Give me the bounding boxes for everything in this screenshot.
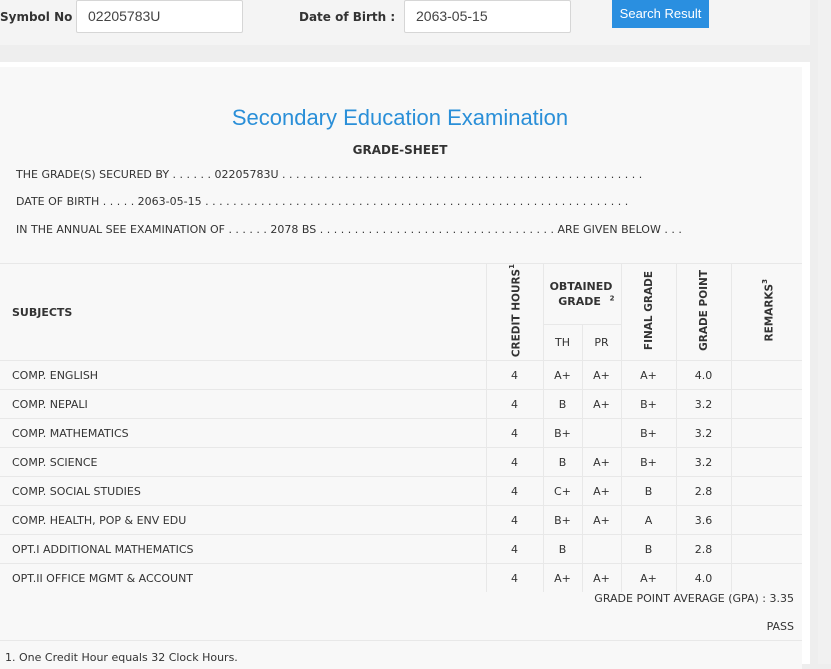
subject-cell: COMP. NEPALI [0,389,486,419]
table-row: COMP. MATHEMATICS 4 B+ B+ 3.2 [0,418,802,448]
header-remarks: REMARKS3 [730,262,802,361]
final-grade-cell: B+ [620,389,676,419]
th-grade-cell: B+ [542,505,582,535]
th-grade-cell: B [542,389,582,419]
final-grade-cell: B [620,534,676,564]
header-credit-hours: CREDIT HOURS1 [485,262,543,361]
table-row: COMP. SCIENCE 4 B A+ B+ 3.2 [0,447,802,477]
dob-label: Date of Birth : [299,10,396,24]
symbol-no-input[interactable]: 02205783U [76,0,243,33]
header-pr: PR [581,323,621,361]
subject-cell: COMP. MATHEMATICS [0,418,486,448]
secured-by-line: THE GRADE(S) SECURED BY . . . . . . 0220… [16,168,643,181]
pr-grade-cell: A+ [581,389,621,419]
remarks-cell [730,447,802,477]
header-grade-point: GRADE POINT [675,262,731,361]
subject-cell: COMP. HEALTH, POP & ENV EDU [0,505,486,535]
header-subjects: SUBJECTS [0,262,486,361]
grade-point-cell: 4.0 [675,360,731,390]
exam-line: IN THE ANNUAL SEE EXAMINATION OF . . . .… [16,223,682,236]
gpa-text: GRADE POINT AVERAGE (GPA) : 3.35 [594,592,794,605]
table-row: COMP. HEALTH, POP & ENV EDU 4 B+ A+ A 3.6 [0,505,802,535]
result-card: Secondary Education Examination GRADE-SH… [0,62,810,669]
final-grade-cell: B+ [620,418,676,448]
final-grade-cell: A [620,505,676,535]
final-grade-cell: B+ [620,447,676,477]
grade-sheet-title: GRADE-SHEET [352,143,448,157]
credit-cell: 4 [485,447,543,477]
remarks-cell [730,360,802,390]
credit-cell: 4 [485,534,543,564]
final-grade-cell: A+ [620,360,676,390]
remarks-cell [730,563,802,593]
table-row: OPT.II OFFICE MGMT & ACCOUNT 4 A+ A+ A+ 4.0 [0,563,802,593]
table-row: COMP. SOCIAL STUDIES 4 C+ A+ B 2.8 [0,476,802,506]
table-row: COMP. NEPALI 4 B A+ B+ 3.2 [0,389,802,419]
pr-grade-cell: A+ [581,505,621,535]
header-obtained-grade: OBTAINED GRADE 2 [542,263,621,325]
th-grade-cell: A+ [542,563,582,593]
grade-point-cell: 3.2 [675,447,731,477]
final-grade-cell: B [620,476,676,506]
page-edge [818,0,831,664]
search-result-button[interactable]: Search Result [612,0,709,28]
grade-point-cell: 2.8 [675,476,731,506]
subject-cell: OPT.I ADDITIONAL MATHEMATICS [0,534,486,564]
grade-point-cell: 3.6 [675,505,731,535]
th-grade-cell: B [542,534,582,564]
header-final-grade: FINAL GRADE [620,262,676,361]
divider [0,640,802,641]
subject-cell: COMP. SCIENCE [0,447,486,477]
credit-cell: 4 [485,360,543,390]
pr-grade-cell [581,418,621,448]
pr-grade-cell: A+ [581,563,621,593]
grade-sheet-panel: Secondary Education Examination GRADE-SH… [0,67,802,669]
symbol-no-label: Symbol No : [0,10,82,24]
remarks-cell [730,476,802,506]
footnote: 1. One Credit Hour equals 32 Clock Hours… [5,651,238,664]
exam-title: Secondary Education Examination [231,105,569,130]
pr-grade-cell: A+ [581,447,621,477]
subject-cell: COMP. ENGLISH [0,360,486,390]
grade-point-cell: 2.8 [675,534,731,564]
pr-grade-cell [581,534,621,564]
th-grade-cell: B+ [542,418,582,448]
result-status: PASS [766,620,794,633]
final-grade-cell: A+ [620,563,676,593]
credit-cell: 4 [485,418,543,448]
th-grade-cell: C+ [542,476,582,506]
pr-grade-cell: A+ [581,360,621,390]
remarks-cell [730,534,802,564]
credit-cell: 4 [485,505,543,535]
grades-table: SUBJECTS CREDIT HOURS1 OBTAINED GRADE 2 F… [0,262,802,593]
search-bar: Symbol No : 02205783U Date of Birth : 20… [0,0,810,45]
table-row: OPT.I ADDITIONAL MATHEMATICS 4 B B 2.8 [0,534,802,564]
table-row: COMP. ENGLISH 4 A+ A+ A+ 4.0 [0,360,802,390]
grade-point-cell: 3.2 [675,389,731,419]
credit-cell: 4 [485,389,543,419]
pr-grade-cell: A+ [581,476,621,506]
dob-line: DATE OF BIRTH . . . . . 2063-05-15 . . .… [16,195,629,208]
subject-cell: OPT.II OFFICE MGMT & ACCOUNT [0,563,486,593]
th-grade-cell: A+ [542,360,582,390]
grade-point-cell: 3.2 [675,418,731,448]
remarks-cell [730,389,802,419]
dob-input[interactable]: 2063-05-15 [404,0,571,33]
th-grade-cell: B [542,447,582,477]
header-th: TH [542,323,582,361]
remarks-cell [730,505,802,535]
credit-cell: 4 [485,476,543,506]
subject-cell: COMP. SOCIAL STUDIES [0,476,486,506]
remarks-cell [730,418,802,448]
grade-point-cell: 4.0 [675,563,731,593]
credit-cell: 4 [485,563,543,593]
